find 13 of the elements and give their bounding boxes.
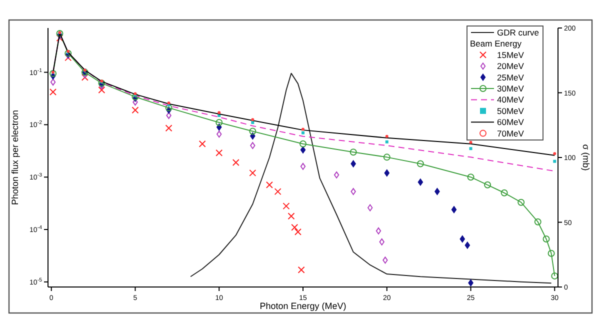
legend-label: 30MeV: [497, 84, 524, 94]
y-axis-title: Photon flux per electron: [10, 110, 20, 206]
legend-label: 60MeV: [497, 117, 524, 128]
legend-label: 20MeV: [497, 61, 524, 72]
x-axis-title: Photon Energy (MeV): [260, 301, 346, 311]
legend-label: 15MeV: [497, 50, 524, 60]
y2-axis-title: σ (mb): [581, 144, 591, 171]
legend-label: 70MeV: [497, 128, 524, 138]
legend-label: 25MeV: [497, 72, 524, 82]
legend-label: 50MeV: [497, 106, 524, 116]
legend-label: 40MeV: [497, 94, 524, 105]
legend-label: GDR curve: [497, 28, 540, 38]
legend-title: Beam Energy: [470, 38, 522, 49]
